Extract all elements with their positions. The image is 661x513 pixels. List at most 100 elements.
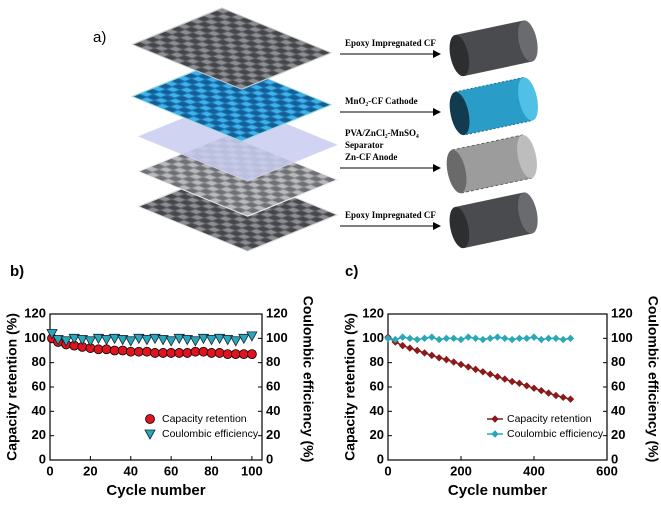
x-tick-label: 0 xyxy=(46,463,53,478)
y2-tick-label: 100 xyxy=(611,330,633,345)
point xyxy=(544,334,553,343)
point xyxy=(508,377,516,386)
point xyxy=(182,348,193,358)
point xyxy=(522,334,531,343)
point xyxy=(398,341,407,350)
point xyxy=(108,333,121,345)
y2-tick-label: 20 xyxy=(611,427,625,442)
x-axis-label: Cycle number xyxy=(106,482,205,499)
point xyxy=(92,333,105,345)
y2-tick-label: 0 xyxy=(266,451,273,466)
y2-axis-label: Coulombic efficiency (%) xyxy=(300,296,316,462)
point xyxy=(76,335,88,346)
y2-tick-label: 40 xyxy=(266,403,280,418)
point xyxy=(181,335,193,346)
point xyxy=(247,349,257,360)
point xyxy=(205,335,218,346)
point xyxy=(100,335,113,346)
x-tick-label: 20 xyxy=(83,463,97,478)
y2-tick-label: 40 xyxy=(611,403,625,418)
layer-label: PVA/ZnCl₂-MnSO₄ xyxy=(345,128,419,138)
point xyxy=(471,334,480,343)
point xyxy=(222,349,233,360)
point xyxy=(238,333,250,345)
legend-marker xyxy=(145,414,155,424)
point xyxy=(68,333,80,345)
x-tick-label: 600 xyxy=(596,463,618,478)
y-tick-label: 100 xyxy=(24,330,46,345)
point xyxy=(60,336,72,347)
point xyxy=(449,358,458,366)
legend-label: Coulombic efficiency xyxy=(162,428,259,440)
y-axis-label: Capacity retention (%) xyxy=(342,313,358,461)
point xyxy=(198,346,209,357)
point xyxy=(213,333,226,345)
point xyxy=(530,384,538,392)
point xyxy=(413,335,421,344)
y-tick-label: 80 xyxy=(370,354,384,369)
y-tick-label: 20 xyxy=(32,427,46,442)
point xyxy=(157,335,169,346)
point xyxy=(221,335,234,346)
point xyxy=(501,375,509,383)
point xyxy=(530,333,538,341)
point xyxy=(420,349,429,357)
point xyxy=(552,334,560,343)
y2-tick-label: 80 xyxy=(266,354,280,369)
point xyxy=(173,333,185,345)
y-tick-label: 0 xyxy=(377,451,384,466)
point xyxy=(230,349,241,360)
y2-tick-label: 60 xyxy=(266,378,280,393)
point xyxy=(46,329,58,340)
y-tick-label: 60 xyxy=(370,378,384,393)
point xyxy=(117,335,129,346)
legend-marker xyxy=(144,429,156,440)
point xyxy=(493,372,502,381)
point xyxy=(566,334,575,343)
point xyxy=(428,351,436,360)
y2-tick-label: 20 xyxy=(266,427,280,442)
legend-label: Capacity retention xyxy=(507,413,592,425)
y-tick-label: 20 xyxy=(370,427,384,442)
point xyxy=(559,393,567,402)
point xyxy=(479,368,487,376)
point xyxy=(398,333,407,341)
point xyxy=(508,335,516,344)
point xyxy=(457,335,465,344)
point xyxy=(206,348,217,358)
y2-tick-label: 120 xyxy=(611,305,633,320)
y-axis-label: Capacity retention (%) xyxy=(4,313,20,461)
point xyxy=(406,334,414,343)
point xyxy=(125,346,136,357)
point xyxy=(117,345,128,356)
point xyxy=(515,379,524,388)
point xyxy=(471,365,480,374)
y2-tick-label: 100 xyxy=(266,330,288,345)
point xyxy=(537,335,546,344)
legend-marker xyxy=(491,415,499,423)
layer-label: MnO₂-CF Cathode xyxy=(345,96,418,106)
point xyxy=(101,344,112,355)
point xyxy=(133,346,144,357)
y-tick-label: 120 xyxy=(24,305,46,320)
point xyxy=(391,335,400,344)
point xyxy=(442,334,451,343)
y-tick-label: 100 xyxy=(362,330,384,345)
x-tick-label: 0 xyxy=(384,463,391,478)
point xyxy=(544,389,553,397)
point xyxy=(442,355,451,364)
point xyxy=(464,333,473,341)
point xyxy=(246,331,258,342)
y-tick-label: 120 xyxy=(362,305,384,320)
panel-label: a) xyxy=(93,29,106,46)
point xyxy=(125,336,137,347)
legend-marker xyxy=(491,430,499,438)
point xyxy=(420,334,429,343)
point xyxy=(449,334,458,343)
y2-tick-label: 80 xyxy=(611,354,625,369)
point xyxy=(464,363,473,371)
point xyxy=(457,360,465,369)
point xyxy=(384,334,392,343)
